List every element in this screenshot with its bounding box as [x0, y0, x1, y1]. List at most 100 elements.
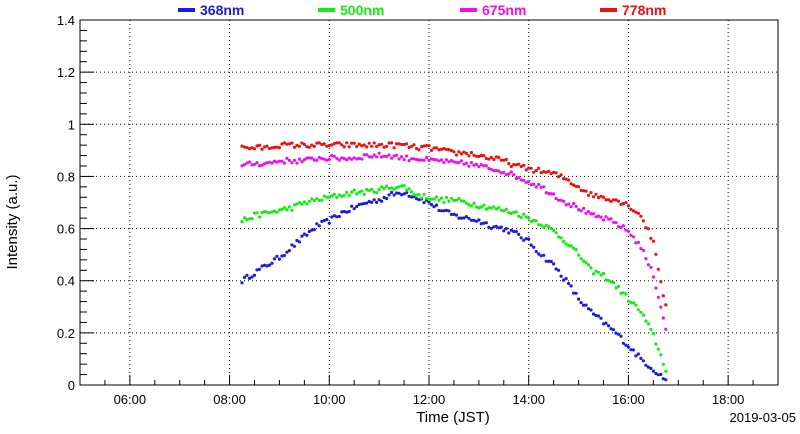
data-point	[484, 207, 488, 211]
data-point	[522, 212, 526, 216]
data-point	[247, 160, 252, 164]
data-point	[437, 208, 441, 213]
data-point	[322, 142, 326, 146]
data-point	[412, 157, 416, 161]
data-point	[604, 321, 608, 325]
data-point	[651, 369, 656, 373]
data-point	[252, 147, 257, 151]
series-778nm	[240, 141, 668, 307]
data-point	[444, 147, 448, 151]
data-point	[606, 217, 611, 221]
data-point	[512, 173, 516, 177]
data-point	[509, 228, 513, 232]
data-point	[365, 188, 369, 192]
data-point	[464, 161, 468, 165]
data-point	[472, 163, 476, 167]
data-point	[502, 158, 506, 162]
data-point	[539, 171, 543, 175]
data-point	[287, 142, 291, 146]
data-point	[307, 229, 311, 234]
data-point	[487, 166, 491, 170]
data-point	[527, 179, 531, 184]
data-point	[629, 233, 633, 237]
data-point	[519, 165, 523, 169]
data-point	[350, 204, 354, 208]
data-point	[312, 199, 316, 203]
scatter-points	[240, 141, 668, 382]
data-point	[651, 239, 656, 243]
data-point	[285, 156, 289, 160]
data-point	[427, 200, 431, 204]
data-point	[664, 327, 668, 331]
data-point	[332, 214, 336, 218]
data-point	[412, 143, 416, 147]
data-point	[387, 193, 391, 197]
data-point	[529, 183, 533, 187]
data-point	[639, 214, 643, 218]
data-point	[594, 269, 598, 273]
data-point	[572, 291, 576, 295]
data-point	[532, 245, 536, 249]
data-point	[247, 147, 252, 151]
data-point	[611, 198, 616, 202]
data-point	[332, 192, 336, 196]
data-point	[245, 161, 249, 165]
x-tick-label: 14:00	[512, 392, 545, 407]
data-point	[397, 157, 401, 161]
data-point	[577, 253, 581, 257]
data-point	[240, 144, 244, 148]
data-point	[646, 227, 651, 231]
data-point	[260, 147, 264, 151]
data-point	[270, 161, 274, 165]
data-point	[410, 157, 414, 161]
axis-ticks	[79, 19, 779, 386]
data-point	[529, 166, 533, 170]
data-point	[644, 319, 648, 323]
data-point	[242, 275, 247, 279]
data-point	[649, 327, 653, 331]
data-point	[477, 154, 481, 159]
data-point	[277, 159, 281, 163]
data-point	[280, 254, 284, 258]
data-point	[317, 224, 321, 228]
data-point	[482, 154, 486, 158]
data-point	[320, 142, 324, 147]
data-point	[616, 199, 621, 203]
data-point	[492, 205, 496, 209]
data-point	[579, 301, 583, 305]
data-point	[285, 142, 289, 146]
data-point	[577, 185, 581, 189]
data-point	[482, 164, 486, 168]
data-point	[327, 157, 331, 161]
data-point	[407, 145, 411, 150]
data-point	[574, 247, 578, 252]
data-point	[492, 225, 496, 229]
data-point	[350, 157, 354, 161]
data-point	[242, 163, 247, 167]
data-point	[340, 156, 344, 160]
data-point	[636, 352, 641, 356]
data-point	[554, 267, 558, 271]
data-point	[250, 146, 254, 150]
data-point	[285, 208, 289, 212]
data-point	[295, 143, 299, 147]
data-point	[614, 198, 618, 202]
data-point	[377, 187, 381, 192]
data-point	[552, 228, 556, 233]
data-point	[562, 278, 566, 282]
data-point	[442, 161, 446, 165]
data-point	[459, 216, 463, 220]
data-point	[462, 162, 466, 166]
series-368nm	[240, 190, 668, 382]
data-point	[390, 190, 394, 194]
data-point	[659, 372, 663, 376]
data-point	[302, 158, 306, 162]
data-point	[601, 271, 606, 275]
data-point	[297, 240, 301, 244]
data-point	[262, 162, 267, 166]
data-point	[472, 201, 476, 205]
data-point	[567, 281, 571, 286]
data-point	[591, 195, 596, 199]
data-point	[557, 175, 561, 179]
